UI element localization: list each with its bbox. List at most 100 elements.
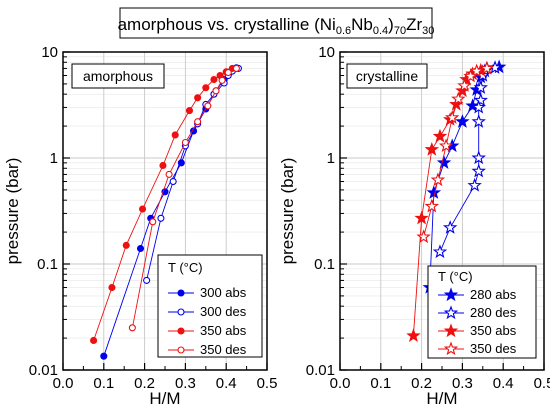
data-point	[424, 198, 440, 213]
x-tick-label: 0.2	[134, 375, 155, 392]
data-point	[457, 78, 472, 92]
legend-entry: 280 abs	[438, 287, 517, 302]
data-point	[463, 68, 478, 83]
series-280-abs	[422, 59, 507, 294]
data-point	[469, 63, 484, 78]
y-tick-labels: 0.01 0.1 1 10	[29, 44, 58, 379]
data-point	[212, 87, 220, 95]
data-point	[426, 185, 442, 199]
data-point	[432, 128, 448, 143]
x-tick-label: 0.5	[534, 375, 550, 392]
legend-marker	[443, 287, 459, 302]
legend-label: 350 abs	[470, 323, 517, 338]
data-point	[202, 84, 210, 92]
amorphous-panel: 0.0 0.1 0.2 0.3 0.4 0.5 0.01 0.1 1 10 H/M pressu…	[3, 44, 277, 408]
data-point	[406, 328, 421, 342]
axis-ticks	[62, 51, 268, 371]
data-point	[171, 131, 179, 139]
y-tick-label: 0.1	[314, 256, 335, 273]
legend-label: 280 des	[470, 305, 517, 320]
data-point	[442, 220, 458, 234]
y-tick-label: 0.1	[37, 256, 58, 273]
panel-label: crystalline	[356, 68, 418, 84]
legend-label: 280 abs	[470, 287, 517, 302]
data-point	[416, 229, 431, 244]
legend-marker	[443, 323, 459, 338]
legend-marker	[177, 327, 185, 335]
data-point	[159, 161, 167, 170]
data-point	[473, 80, 488, 94]
data-point	[181, 138, 189, 147]
series-layer	[406, 59, 507, 342]
legend-entry: 300 des	[168, 304, 247, 319]
data-point	[210, 75, 218, 84]
figure-title-text: amorphous vs. crystalline (Ni0.6Nb0.4)70…	[118, 15, 435, 37]
data-point	[424, 142, 440, 156]
x-tick-label: 0.3	[175, 375, 196, 392]
figure-title: amorphous vs. crystalline (Ni0.6Nb0.4)70…	[118, 7, 435, 39]
data-point	[471, 114, 486, 128]
data-point	[224, 68, 232, 77]
data-point	[451, 91, 466, 106]
legend-marker	[443, 341, 459, 356]
crystalline-panel: 0.0 0.1 0.2 0.3 0.4 0.5 0.01 0.1 1 10 H/M pressu…	[278, 44, 550, 408]
data-point	[108, 283, 116, 292]
legend-entry: 350 abs	[438, 323, 517, 338]
data-point	[232, 64, 240, 72]
x-tick-label: 0.1	[93, 375, 114, 392]
data-point	[143, 276, 151, 284]
data-point	[100, 352, 108, 360]
legend-label: 350 des	[470, 341, 517, 356]
x-tick-labels: 0.0 0.1 0.2 0.3 0.4 0.5	[330, 375, 550, 392]
x-tick-label: 0.0	[330, 375, 351, 392]
series-350-des	[128, 64, 240, 332]
data-point	[438, 138, 454, 153]
legend-label: 350 abs	[200, 323, 247, 338]
data-point	[128, 324, 136, 332]
data-point	[149, 218, 157, 226]
legend-title: T (°C)	[438, 269, 473, 284]
data-point	[194, 118, 202, 126]
legend-label: 300 des	[200, 304, 247, 319]
legend-label: 300 abs	[200, 285, 247, 300]
data-point	[169, 177, 177, 186]
x-tick-label: 0.2	[411, 375, 432, 392]
panel-label-box: crystalline	[346, 63, 428, 89]
series-350-abs	[90, 64, 236, 345]
y-axis-label: pressure (bar)	[278, 158, 297, 265]
data-point	[444, 110, 460, 124]
x-axis-label: H/M	[426, 389, 457, 408]
data-point	[467, 177, 482, 192]
legend: T (°C) 300 abs 300 des 350 abs 350 des	[157, 254, 263, 358]
legend-entry: 300 abs	[168, 285, 247, 300]
legend-entry: 280 des	[438, 305, 517, 320]
data-point	[218, 76, 226, 84]
legend-marker	[177, 289, 185, 297]
legend-marker	[443, 305, 459, 320]
y-axis-label: pressure (bar)	[3, 158, 22, 265]
legend-entry: 350 des	[168, 342, 247, 357]
data-point	[430, 172, 446, 187]
y-tick-label: 10	[318, 44, 335, 61]
data-point	[122, 241, 130, 249]
panel-label-box: amorphous	[71, 63, 165, 89]
legend-entry: 350 abs	[168, 323, 247, 338]
y-tick-label: 0.01	[306, 362, 335, 379]
legend: T (°C) 280 abs 280 des 350 abs 350 des	[427, 265, 537, 359]
legend-entry: 350 des	[438, 341, 517, 356]
data-point	[136, 244, 145, 253]
data-point	[471, 163, 486, 178]
x-tick-label: 0.4	[493, 375, 514, 392]
y-tick-label: 0.01	[29, 362, 58, 379]
legend-marker	[177, 346, 185, 354]
legend-marker	[177, 308, 185, 316]
data-point	[487, 60, 503, 74]
y-tick-labels: 0.01 0.1 1 10	[306, 44, 335, 379]
y-tick-label: 1	[50, 150, 58, 167]
data-point	[432, 244, 448, 259]
data-point	[165, 170, 173, 178]
data-point	[90, 336, 98, 345]
x-tick-label: 0.3	[452, 375, 473, 392]
data-point	[471, 150, 486, 165]
